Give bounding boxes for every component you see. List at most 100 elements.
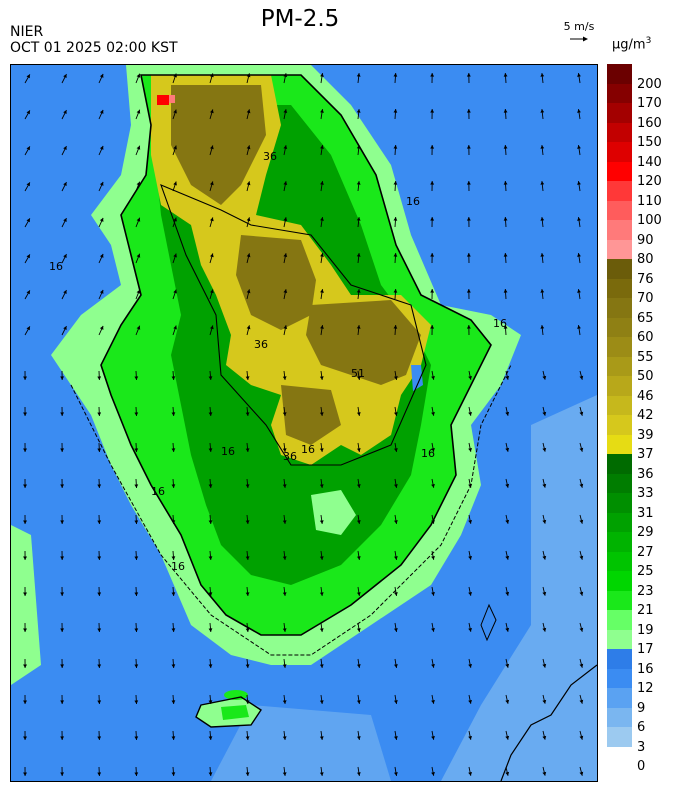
wind-arrowhead (23, 700, 27, 704)
wind-arrowhead (431, 628, 435, 632)
colorbar-segment (607, 629, 632, 650)
contour-label: 16 (301, 443, 315, 456)
colorbar-tick-label: 31 (637, 505, 654, 521)
wind-arrowhead (393, 325, 398, 329)
source-and-time: NIER OCT 01 2025 02:00 KST (10, 24, 178, 56)
wind-arrowhead (282, 556, 287, 560)
wind-arrowhead (246, 325, 251, 330)
wind-arrowhead (283, 289, 288, 293)
wind-arrowhead (577, 253, 581, 257)
pm25-map[interactable]: 161616161616161636363651 (10, 64, 598, 782)
colorbar-segment (607, 727, 632, 747)
wind-arrowhead (540, 253, 545, 257)
wind-arrowhead (134, 772, 139, 776)
wind-arrowhead (282, 772, 287, 776)
wind-arrowhead (99, 109, 104, 114)
colorbar-segment (607, 707, 632, 728)
wind-arrowhead (136, 289, 141, 294)
wind-arrowhead (136, 217, 141, 222)
wind-vector-field (23, 72, 584, 777)
wind-arrowhead (26, 182, 30, 187)
wind-arrowhead (356, 181, 361, 185)
wind-arrowhead (63, 290, 67, 294)
wind-arrowhead (468, 772, 472, 776)
wind-arrowhead (97, 664, 102, 668)
wind-arrowhead (505, 735, 510, 740)
wind-arrowhead (99, 217, 104, 222)
wind-arrowhead (283, 109, 288, 113)
wind-arrowhead (63, 110, 67, 114)
colorbar-segment (607, 161, 632, 182)
wind-arrowhead (357, 520, 361, 524)
wind-arrowhead (430, 253, 435, 257)
colorbar-segment (607, 415, 632, 435)
wind-arrowhead (319, 736, 324, 740)
wind-arrowhead (579, 699, 584, 704)
wind-arrowhead (319, 484, 324, 488)
wind-arrowhead (97, 772, 102, 776)
wind-arrowhead (503, 325, 508, 329)
colorbar-tick-label: 50 (637, 369, 654, 384)
wind-arrowhead (357, 412, 361, 416)
map-canvas: 161616161616161636363651 (11, 65, 597, 781)
wind-arrowhead (246, 289, 251, 294)
wind-arrowhead (99, 181, 104, 186)
wind-arrowhead (97, 484, 102, 488)
wind-arrowhead (282, 664, 287, 668)
wind-arrowhead (171, 772, 176, 776)
wind-arrowhead (431, 520, 435, 524)
wind-arrowhead (503, 109, 508, 113)
wind-arrowhead (208, 448, 213, 452)
wind-arrowhead (540, 217, 545, 221)
wind-arrowhead (466, 289, 471, 293)
wind-arrowhead (26, 326, 30, 331)
wind-arrowhead (320, 145, 324, 149)
wind-arrowhead (468, 736, 472, 740)
wind-arrowhead (60, 412, 64, 416)
wind-arrowhead (171, 592, 176, 596)
wind-arrowhead (542, 483, 547, 488)
wind-arrowhead (171, 700, 176, 704)
contour-labels: 161616161616161636363651 (49, 150, 507, 573)
colorbar-segment (607, 278, 632, 299)
wind-arrowhead (208, 664, 213, 668)
wind-arrowhead (579, 663, 584, 668)
contour-label: 16 (151, 485, 165, 498)
wind-arrowhead (23, 376, 27, 380)
colorbar-tick-label: 36 (637, 466, 654, 482)
colorbar-segment (607, 454, 632, 474)
wind-arrowhead (99, 145, 104, 150)
wind-arrowhead (431, 448, 435, 452)
wind-arrowhead (394, 556, 398, 560)
wind-arrowhead (357, 700, 361, 704)
haze-olive-south (281, 385, 341, 445)
colorbar-tick-label: 6 (637, 720, 646, 735)
wind-arrowhead (394, 484, 398, 488)
colorbar-segment (607, 181, 632, 201)
wind-arrowhead (357, 556, 361, 560)
source-label: NIER (10, 24, 44, 40)
contour-label: 16 (49, 260, 63, 273)
wind-arrowhead (282, 448, 287, 452)
wind-arrowhead (97, 376, 102, 380)
wind-arrowhead (63, 326, 67, 330)
wind-arrowhead (134, 520, 139, 524)
wind-arrowhead (540, 325, 545, 329)
wind-arrowhead (208, 556, 213, 560)
wind-arrowhead (393, 73, 398, 77)
wind-arrowhead (542, 555, 547, 560)
wind-arrowhead (245, 520, 250, 524)
wind-arrowhead (60, 628, 64, 632)
wind-arrowhead (577, 325, 581, 329)
wind-arrowhead (505, 771, 510, 776)
colorbar-segment (607, 590, 632, 611)
wind-arrowhead (320, 253, 324, 257)
wind-arrowhead (136, 325, 141, 330)
colorbar-segment (607, 668, 632, 689)
wind-arrowhead (393, 217, 398, 221)
wind-arrowhead (171, 376, 176, 380)
timestamp: OCT 01 2025 02:00 KST (10, 40, 178, 56)
wind-arrowhead (23, 484, 27, 488)
colorbar-tick-label: 33 (637, 486, 654, 501)
wind-arrowhead (505, 663, 510, 668)
